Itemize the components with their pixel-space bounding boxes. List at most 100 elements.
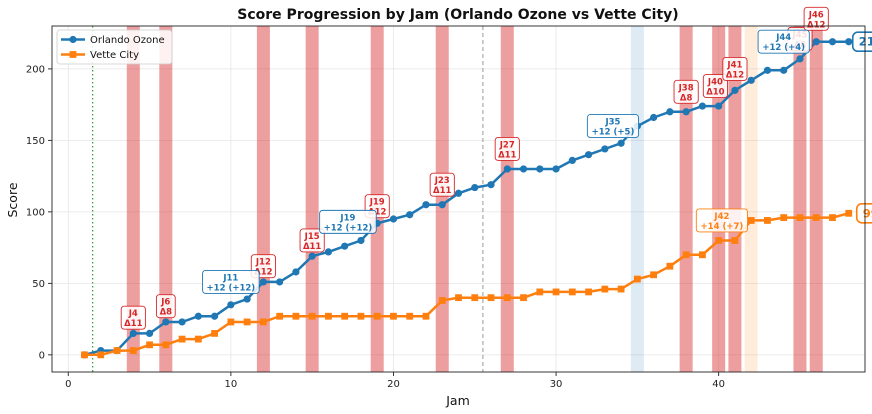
annotation-jam: J42 [713,212,729,222]
data-point-vette-city [178,335,186,343]
annotation-value: Δ12 [807,20,825,30]
data-point-vette-city [113,347,121,354]
data-point-orlando-ozone [324,248,333,256]
annotation-value: +12 (+12) [324,223,373,233]
data-point-vette-city [552,288,560,296]
annotation-jam: J19 [339,213,355,223]
annotation-value: Δ11 [433,186,451,196]
data-point-orlando-ozone [845,38,853,46]
data-point-orlando-ozone [243,295,251,303]
annotation-jam: J27 [499,140,515,150]
axes: 0 10 20 30 40 0 50 100 150 200 [26,25,866,390]
annotation-box [319,209,377,234]
data-point-vette-city [601,285,609,293]
final-label-box [855,202,872,224]
annotation-value: Δ12 [368,208,386,218]
band-jam-35 [630,26,644,372]
final-score-labels: 21999 [851,31,872,224]
data-point-vette-city [796,214,804,221]
final-label-box [851,31,872,53]
data-point-vette-city [682,251,690,259]
band-jam-41 [728,26,742,372]
data-point-vette-city [243,318,251,326]
data-point-orlando-ozone [406,211,414,219]
annotation-jam: J15 [304,232,320,242]
data-point-orlando-ozone [357,236,365,245]
data-point-orlando-ozone [682,108,690,116]
data-point-vette-city [487,294,495,302]
data-point-vette-city [97,351,105,359]
data-point-orlando-ozone [194,312,202,320]
data-point-vette-city [438,297,446,304]
band-jam-6 [159,26,173,372]
data-point-vette-city [341,312,349,320]
data-point-orlando-ozone [601,145,609,153]
data-point-orlando-ozone [715,102,723,110]
data-point-orlando-ozone [650,113,658,122]
data-point-orlando-ozone [341,242,349,250]
band-jam-38 [679,26,693,372]
data-point-vette-city [812,214,820,221]
data-point-vette-city [699,251,706,259]
legend: Orlando Ozone Vette City [56,29,173,65]
annotation-box [673,79,699,104]
data-point-orlando-ozone [828,38,837,46]
annotation-jam: J46 [808,10,824,20]
data-point-orlando-ozone [796,55,804,63]
data-point-orlando-ozone [292,268,300,276]
data-point-orlando-ozone [276,278,284,286]
annotation-value: +14 (+7) [701,222,744,232]
band-jam-23 [435,26,449,372]
data-point-vette-city [194,335,202,343]
data-point-vette-city [536,288,544,296]
data-point-vette-city [829,214,836,221]
data-point-vette-city [325,312,332,320]
annotation-value: Δ12 [254,268,272,278]
data-point-orlando-ozone [487,181,495,189]
annotation-jam: J38 [678,83,694,93]
data-point-vette-city [764,217,771,224]
annotation-jam: J12 [255,258,271,268]
annotation-jam: J19 [369,198,385,208]
data-point-orlando-ozone [438,201,446,209]
annotation-value: Δ11 [124,319,142,329]
y-tick-label: 0 [39,350,45,361]
data-point-vette-city [146,341,153,349]
legend-entry: Vette City [90,50,139,61]
data-point-vette-city [129,347,137,354]
x-tick-label: 40 [712,379,725,390]
highlight-bands [126,26,823,372]
annotation-value: +12 (+5) [592,128,635,138]
annotation-box [722,56,748,81]
y-tick-label: 50 [32,279,45,290]
final-score-label: 99 [863,206,872,220]
data-point-vette-city [276,312,284,320]
data-point-orlando-ozone [763,66,772,74]
data-point-orlando-ozone [422,201,430,209]
x-tick-label: 30 [550,379,563,390]
annotation-value: Δ8 [680,93,693,103]
data-point-vette-city [471,294,479,302]
y-tick-label: 100 [26,207,45,218]
annotation-box [155,294,176,319]
data-point-vette-city [568,288,576,296]
data-point-orlando-ozone [227,301,235,309]
annotation-jam: J23 [434,176,450,186]
data-point-orlando-ozone [812,38,820,46]
data-point-orlando-ozone [698,102,707,110]
x-tick-label: 10 [224,379,237,390]
data-point-vette-city [747,217,755,224]
data-point-orlando-ozone [584,151,593,159]
data-point-vette-city [162,341,170,349]
data-point-vette-city [227,318,235,326]
annotation-jam: J35 [604,118,620,128]
data-point-orlando-ozone [780,66,788,74]
annotation-value: Δ11 [303,242,321,252]
data-point-vette-city [585,288,592,296]
band-jam-27 [500,26,514,372]
data-point-vette-city [845,209,853,217]
annotations: J4Δ11J6Δ8J12Δ12J15Δ11J19Δ12J23Δ11J27Δ11J… [120,6,829,330]
legend-marker-circle [69,35,77,44]
band-jam-45 [793,26,807,372]
